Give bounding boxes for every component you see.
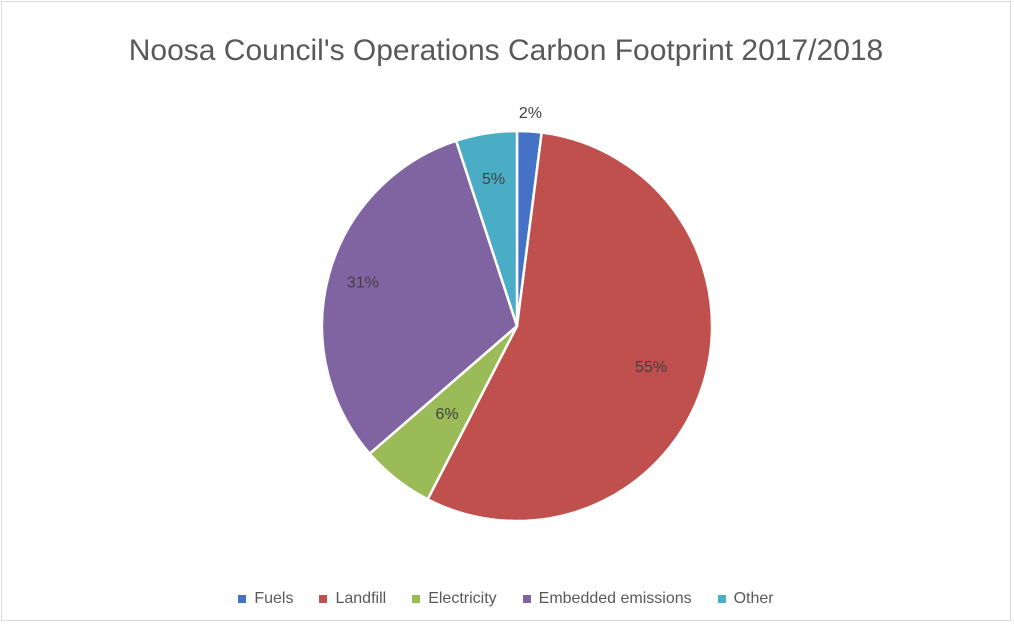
data-label-landfill: 55%: [635, 359, 667, 376]
legend-swatch: [522, 595, 531, 603]
pie-slice-other: [454, 129, 519, 328]
pie-slice-embedded-emissions: [320, 139, 519, 455]
chart-title: Noosa Council's Operations Carbon Footpr…: [128, 34, 884, 67]
pie-slice-landfill: [426, 131, 714, 523]
data-label-fuels: 2%: [519, 105, 542, 122]
legend-label: Landfill: [335, 590, 387, 607]
legend-item-other: Other: [717, 590, 774, 608]
legend-swatch: [319, 595, 328, 603]
legend-swatch: [412, 595, 421, 603]
data-label-other: 5%: [482, 171, 505, 188]
legend-label: Fuels: [254, 590, 294, 607]
data-label-electricity: 6%: [436, 406, 459, 423]
data-label-embedded-emissions: 31%: [347, 275, 379, 292]
legend-label: Electricity: [428, 590, 497, 607]
legend-label: Other: [733, 590, 774, 607]
legend-item-landfill: Landfill: [319, 590, 386, 608]
legend: Fuels Landfill Electricity Embedded emissio…: [2, 590, 1010, 608]
legend-item-embedded-emissions: Embedded emissions: [522, 590, 692, 608]
legend-item-electricity: Electricity: [412, 590, 497, 608]
legend-item-fuels: Fuels: [238, 590, 293, 608]
legend-swatch: [717, 595, 726, 603]
legend-label: Embedded emissions: [538, 590, 692, 607]
legend-swatch: [238, 595, 247, 603]
